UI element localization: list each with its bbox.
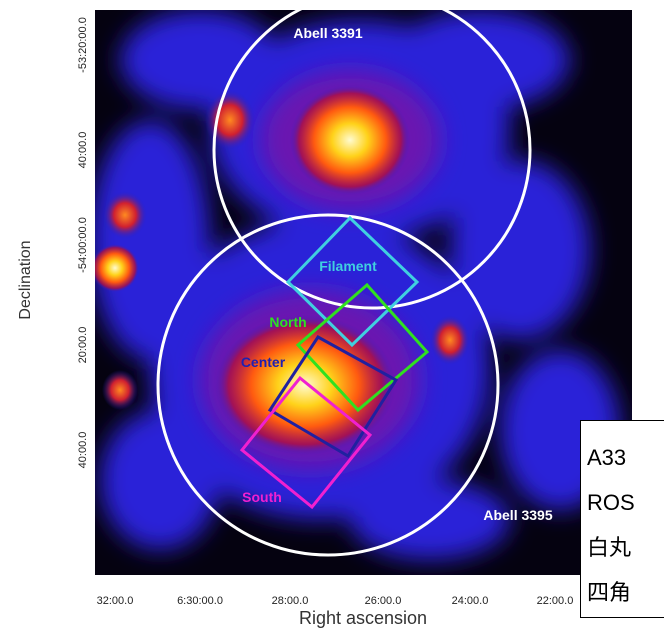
region-label: South — [242, 489, 282, 505]
figure: Abell 3391 Abell 3395 Filament North Cen… — [0, 0, 664, 629]
note-line: ROS — [587, 480, 664, 525]
x-tick-label: 32:00.0 — [97, 595, 134, 607]
note-line: A33 — [587, 435, 664, 480]
region-label: Filament — [319, 258, 377, 274]
note-line: 白丸 — [587, 525, 664, 570]
y-tick-label: -54:00:00.0 — [77, 217, 89, 273]
y-tick-label: 40:00.0 — [77, 432, 89, 469]
region-label: North — [269, 314, 306, 330]
y-tick-label: 20:00.0 — [77, 327, 89, 364]
xray-image — [90, 10, 632, 575]
y-axis-label: Declination — [17, 240, 34, 319]
y-ticks: -53:20:00.0 40:00.0 -54:00:00.0 20:00.0 … — [77, 17, 89, 468]
note-box: A33 ROS 白丸 四角 — [580, 420, 664, 618]
cluster-label: Abell 3395 — [483, 507, 552, 523]
y-tick-label: 40:00.0 — [77, 132, 89, 169]
cluster-label: Abell 3391 — [293, 25, 362, 41]
page: Abell 3391 Abell 3395 Filament North Cen… — [0, 0, 664, 629]
x-tick-label: 6:30:00.0 — [177, 595, 223, 607]
x-axis-label: Right ascension — [299, 608, 427, 628]
x-tick-label: 22:00.0 — [537, 595, 574, 607]
y-tick-label: -53:20:00.0 — [77, 17, 89, 73]
x-tick-label: 26:00.0 — [365, 595, 402, 607]
note-line: 四角 — [587, 570, 664, 615]
x-tick-label: 28:00.0 — [272, 595, 309, 607]
x-tick-label: 24:00.0 — [452, 595, 489, 607]
x-ticks: 32:00.0 6:30:00.0 28:00.0 26:00.0 24:00.… — [97, 595, 574, 607]
region-label: Center — [241, 354, 286, 370]
